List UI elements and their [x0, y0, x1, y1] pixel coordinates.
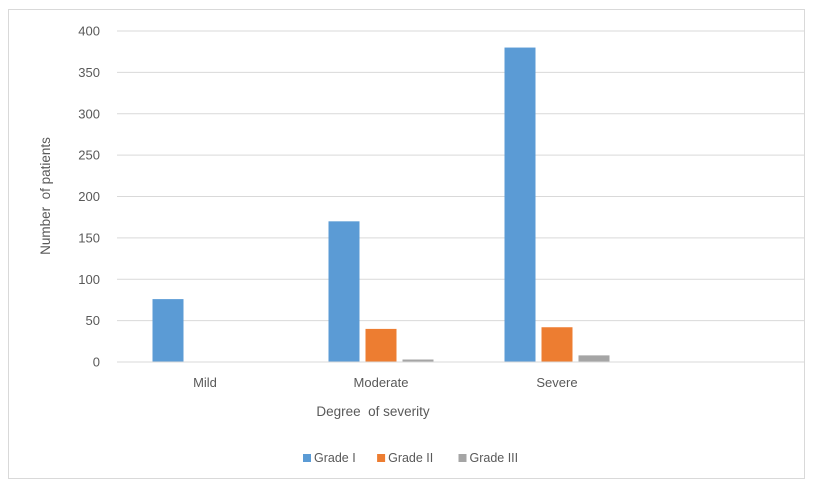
bar-grade-ii: [541, 327, 573, 362]
x-category-label: Moderate: [354, 375, 409, 390]
legend-swatch: [458, 454, 467, 462]
y-tick-label: 250: [78, 148, 100, 163]
y-tick-label: 350: [78, 65, 100, 80]
y-tick-label: 150: [78, 230, 100, 245]
x-category-label: Mild: [193, 375, 217, 390]
bars: [152, 47, 610, 363]
bar-grade-i: [328, 221, 360, 362]
legend-label: Grade III: [470, 451, 519, 465]
y-tick-label: 400: [78, 24, 100, 39]
bar-grade-i: [504, 47, 536, 363]
chart-frame: [8, 9, 805, 479]
x-category-label: Severe: [536, 375, 577, 390]
legend-swatch: [377, 454, 386, 462]
legend-label: Grade II: [388, 451, 433, 465]
y-axis-title: Number of patients: [38, 137, 53, 255]
x-axis-title: Degree of severity: [316, 404, 430, 419]
bar-grade-i: [152, 299, 184, 362]
y-tick-label: 200: [78, 189, 100, 204]
gridlines: [117, 30, 805, 322]
bar-grade-iii: [402, 359, 434, 362]
y-axis-ticks: 0 50 100 150 200 250 300 350 400: [78, 24, 100, 370]
y-tick-label: 100: [78, 272, 100, 287]
legend: Grade I Grade II Grade III: [303, 451, 518, 465]
bar-grade-iii: [578, 355, 610, 362]
y-tick-label: 0: [93, 355, 100, 370]
legend-swatch: [303, 454, 311, 462]
x-axis-categories: Mild Moderate Severe: [193, 375, 578, 390]
bar-grade-ii: [365, 328, 397, 362]
y-tick-label: 300: [78, 106, 100, 121]
y-tick-label: 50: [86, 313, 100, 328]
legend-label: Grade I: [314, 451, 356, 465]
